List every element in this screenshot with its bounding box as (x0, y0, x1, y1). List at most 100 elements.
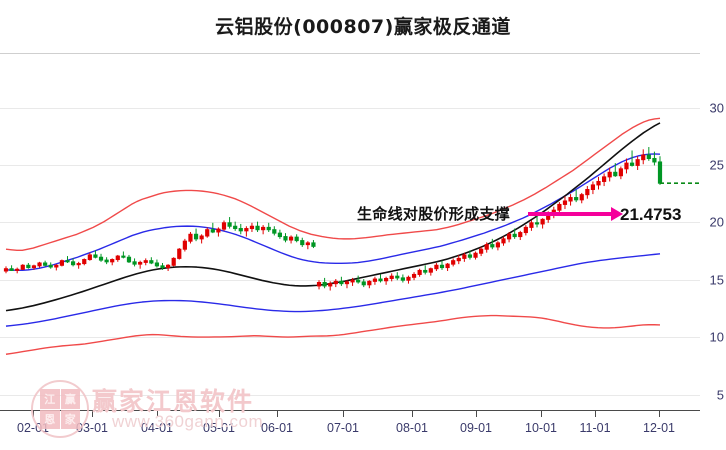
candle-body (132, 261, 137, 265)
y-axis-tick-label: 25 (709, 157, 724, 173)
y-axis-tick-label: 5 (716, 387, 724, 403)
candle-body (82, 259, 87, 265)
candle-body (456, 257, 461, 262)
candle-body (193, 233, 199, 240)
gridline (0, 337, 700, 338)
candle-body (238, 228, 243, 232)
x-axis-tick (476, 410, 477, 417)
candle-body (557, 203, 562, 211)
seal-char: 赢 (60, 389, 80, 409)
x-axis-tick-label: 06-01 (261, 421, 293, 435)
candle-body (484, 244, 489, 250)
candle-body (31, 265, 37, 269)
candle-body (389, 275, 394, 279)
candle-body (523, 226, 528, 234)
y-axis-tick-label: 30 (709, 100, 724, 116)
candle-body (490, 244, 495, 248)
candle-body (428, 268, 433, 273)
candle-body (562, 200, 568, 205)
candle-body (104, 259, 109, 263)
plot-top-border (0, 53, 700, 54)
candle-body (65, 260, 70, 263)
candle-body (657, 161, 663, 184)
channel-band-line (5, 117, 661, 252)
x-axis-tick (343, 410, 344, 417)
candle-body (277, 232, 282, 238)
candle-body (384, 277, 389, 282)
candle-body (210, 229, 215, 233)
candle-body (300, 240, 305, 246)
candle-body (361, 281, 366, 286)
candle-body (305, 242, 310, 246)
candle-body (205, 229, 210, 237)
candle-body (121, 255, 126, 258)
candle-body (15, 268, 20, 271)
candle-body (395, 275, 400, 279)
candle-body (333, 280, 338, 285)
candle-body (48, 264, 53, 268)
seal-char: 家 (60, 409, 80, 429)
candle-body (339, 280, 344, 285)
candle-body (149, 260, 154, 264)
candle-body (618, 168, 623, 177)
x-axis-tick-label: 07-01 (327, 421, 359, 435)
candle-body (160, 265, 165, 269)
candle-body (26, 264, 31, 269)
candle-body (110, 259, 115, 263)
candle-body (87, 254, 92, 261)
plot-area (0, 53, 726, 410)
x-axis-tick-label: 04-01 (141, 421, 173, 435)
y-axis-tick-label: 15 (709, 272, 724, 288)
candle-body (9, 268, 14, 271)
candle-body (233, 225, 238, 230)
candle-body (43, 262, 48, 266)
candle-body (216, 228, 221, 233)
candle-body (590, 184, 596, 191)
candle-body (462, 254, 467, 259)
candle-body (227, 222, 232, 227)
candle-body (255, 225, 260, 231)
x-axis-line (0, 410, 700, 411)
candle-body (372, 278, 378, 282)
x-axis-tick (157, 410, 158, 417)
candle-body (288, 236, 294, 241)
watermark-url: www.360gann.com (112, 412, 264, 431)
candle-body (199, 235, 204, 240)
candle-body (70, 261, 76, 266)
candle-body (126, 256, 132, 263)
candle-body (635, 159, 640, 166)
candle-body (629, 162, 635, 166)
gridline (0, 108, 700, 109)
candle-body (182, 240, 187, 250)
candle-body (417, 269, 422, 275)
x-axis-tick (659, 410, 660, 417)
last-price-value: 21.4753 (620, 205, 682, 224)
candle-body (177, 248, 182, 259)
seal-char: 恩 (40, 409, 60, 429)
watermark-seal-logo: 江赢恩家 (31, 380, 89, 438)
candle-body (445, 263, 450, 269)
channel-band-line (5, 253, 661, 327)
candle-body (138, 261, 143, 265)
candle-body (20, 264, 25, 270)
y-axis-tick-label: 10 (709, 329, 724, 345)
candle-body (76, 263, 81, 266)
candle-body (439, 264, 445, 269)
candle-body (568, 197, 573, 202)
channel-band-line (5, 122, 661, 312)
x-axis-tick-label: 08-01 (396, 421, 428, 435)
x-axis-tick (92, 410, 93, 417)
x-axis-tick (412, 410, 413, 417)
candle-body (93, 254, 98, 258)
candle-body (411, 273, 417, 278)
candle-body (367, 280, 372, 286)
gridline (0, 165, 700, 166)
candle-body (244, 228, 249, 232)
candle-body (143, 260, 148, 263)
candle-body (646, 154, 651, 160)
support-arrow-icon (528, 207, 623, 221)
candle-body (400, 277, 405, 281)
x-axis-tick-label: 12-01 (643, 421, 675, 435)
page-title: 云铝股份(000807)赢家极反通道 (215, 16, 511, 38)
